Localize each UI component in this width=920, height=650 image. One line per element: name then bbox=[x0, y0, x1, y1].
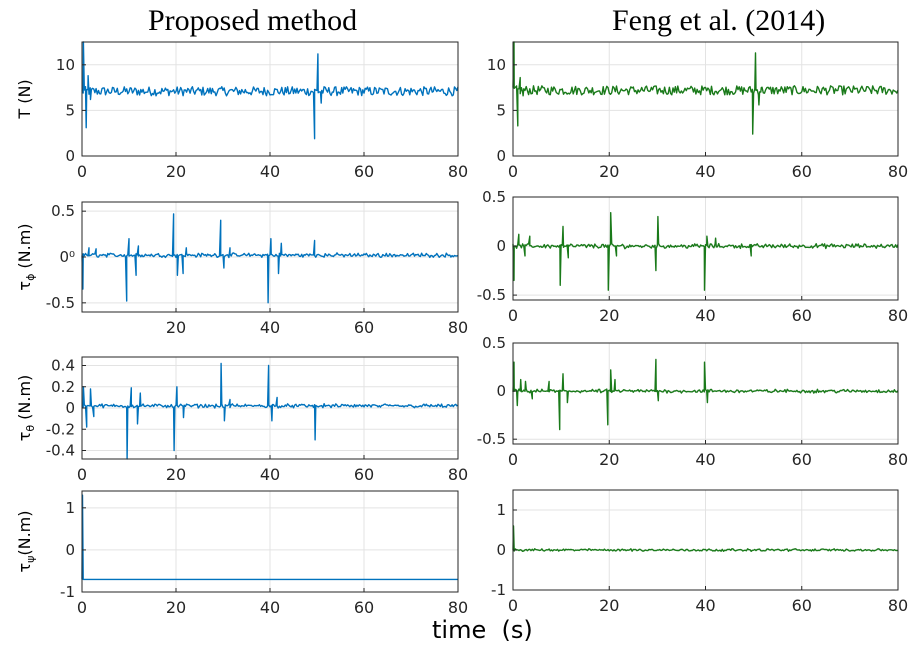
series-line-tau-phi-feng bbox=[512, 211, 899, 291]
series-line-tau-theta-feng bbox=[512, 358, 899, 431]
x-tick-label: 20 bbox=[166, 598, 186, 617]
y-tick-label: 0 bbox=[496, 237, 506, 255]
x-tick-label: 20 bbox=[166, 465, 186, 484]
y-tick-label: 10 bbox=[56, 56, 75, 74]
x-tick-label: 60 bbox=[354, 465, 374, 484]
x-tick-label: 40 bbox=[695, 450, 715, 469]
subplot-T-feng: 0 20 40 60 80 0 5 10 bbox=[487, 41, 908, 181]
y-tick-label: 0 bbox=[496, 541, 506, 559]
x-tick-label: 0 bbox=[508, 306, 518, 325]
subplot-tau-phi-proposed: 20 40 60 80 0.5 0⁰ -0.5 τϕ (N.m) bbox=[15, 201, 468, 337]
y-tick-label: 5 bbox=[496, 101, 506, 119]
x-tick-label: 40 bbox=[260, 598, 280, 617]
x-tick-label: 0 bbox=[508, 596, 518, 615]
x-tick-label: 60 bbox=[354, 598, 374, 617]
y-tick-label: 0 bbox=[65, 147, 75, 165]
y-tick-label: 0 bbox=[496, 147, 506, 165]
x-tick-label: 0 bbox=[77, 465, 87, 484]
x-tick-label: 80 bbox=[448, 598, 468, 617]
y-tick-label: -1 bbox=[491, 581, 506, 599]
y-tick-label: -0.2 bbox=[46, 420, 75, 438]
x-tick-label: 20 bbox=[166, 318, 186, 337]
x-tick-label: 40 bbox=[260, 318, 280, 337]
x-tick-label: 80 bbox=[448, 162, 468, 181]
series-line-tau-psi-proposed bbox=[81, 494, 458, 581]
x-tick-label: 20 bbox=[599, 450, 619, 469]
y-tick-label: -0.5 bbox=[477, 286, 506, 304]
y-tick-label: 0.2 bbox=[51, 378, 75, 396]
x-tick-label: 20 bbox=[599, 596, 619, 615]
x-tick-label: 80 bbox=[448, 465, 468, 484]
y-tick-label: 1 bbox=[496, 501, 506, 519]
y-tick-label: -0.5 bbox=[477, 430, 506, 448]
subplot-T-proposed: 0 20 40 60 80 0 5 10 T (N) bbox=[15, 41, 468, 181]
y-tick-label: 0.5 bbox=[51, 202, 75, 220]
x-tick-label: 20 bbox=[599, 306, 619, 325]
y-tick-label: 0.4 bbox=[51, 357, 75, 375]
series-line-tau-psi-feng bbox=[512, 525, 899, 552]
x-tick-label: 0 bbox=[508, 162, 518, 181]
y-axis-label: T (N) bbox=[15, 79, 34, 119]
y-tick-label: 5 bbox=[65, 101, 75, 119]
series-line-tau-phi-proposed bbox=[81, 213, 459, 304]
x-tick-label: 40 bbox=[695, 162, 715, 181]
x-tick-label: 60 bbox=[792, 162, 812, 181]
x-axis-label: time (s) bbox=[432, 616, 533, 644]
x-tick-label: 80 bbox=[888, 596, 908, 615]
x-tick-label: 0 bbox=[508, 450, 518, 469]
x-tick-label: 80 bbox=[888, 306, 908, 325]
y-axis-label: τψ(N.m) bbox=[15, 510, 37, 572]
x-tick-label: 40 bbox=[260, 162, 280, 181]
y-tick-label: -0.5 bbox=[46, 294, 75, 312]
x-tick-label: 40 bbox=[695, 306, 715, 325]
y-axis-label: τθ (N.m) bbox=[15, 375, 37, 442]
x-tick-label: 60 bbox=[354, 162, 374, 181]
x-tick-label: 20 bbox=[599, 162, 619, 181]
x-tick-label: 80 bbox=[888, 450, 908, 469]
subplot-tau-phi-feng: 0 20 40 60 800.50-0.5 bbox=[477, 188, 908, 325]
y-tick-label: 0.5 bbox=[482, 334, 506, 352]
subplot-tau-theta-feng: 0 20 40 60 800.50-0.5 bbox=[477, 334, 908, 469]
y-tick-label: 0 bbox=[496, 382, 506, 400]
x-tick-label: 40 bbox=[260, 465, 280, 484]
series-line-T-feng bbox=[512, 41, 899, 135]
x-tick-label: 60 bbox=[792, 450, 812, 469]
x-tick-label: 0 bbox=[77, 162, 87, 181]
right-column-title: Feng et al. (2014) bbox=[612, 4, 826, 37]
y-tick-label: -0.4 bbox=[46, 442, 75, 460]
y-tick-label: 10 bbox=[487, 56, 506, 74]
x-tick-label: 0 bbox=[77, 598, 87, 617]
y-tick-label: -1 bbox=[60, 583, 75, 601]
left-column-title: Proposed method bbox=[148, 4, 358, 37]
x-tick-label: 80 bbox=[448, 318, 468, 337]
y-tick-label: 0.5 bbox=[482, 188, 506, 206]
series-line-T-proposed bbox=[81, 41, 459, 140]
y-tick-label: 0⁰ bbox=[59, 248, 75, 266]
y-axis-label: τϕ (N.m) bbox=[15, 223, 37, 290]
series-line-tau-theta-proposed bbox=[81, 362, 459, 460]
subplot-tau-theta-proposed: 0 20 40 60 80 0.4 0.2 0 -0.2 -0.4 τθ (N.m) bbox=[15, 356, 468, 484]
x-tick-label: 60 bbox=[792, 306, 812, 325]
y-tick-label: 0 bbox=[65, 541, 75, 559]
x-tick-label: 60 bbox=[792, 596, 812, 615]
x-tick-label: 20 bbox=[166, 162, 186, 181]
x-tick-label: 80 bbox=[888, 162, 908, 181]
x-tick-label: 40 bbox=[695, 596, 715, 615]
x-tick-label: 60 bbox=[354, 318, 374, 337]
y-tick-label: 1 bbox=[65, 499, 75, 517]
y-tick-label: 0 bbox=[65, 399, 75, 417]
